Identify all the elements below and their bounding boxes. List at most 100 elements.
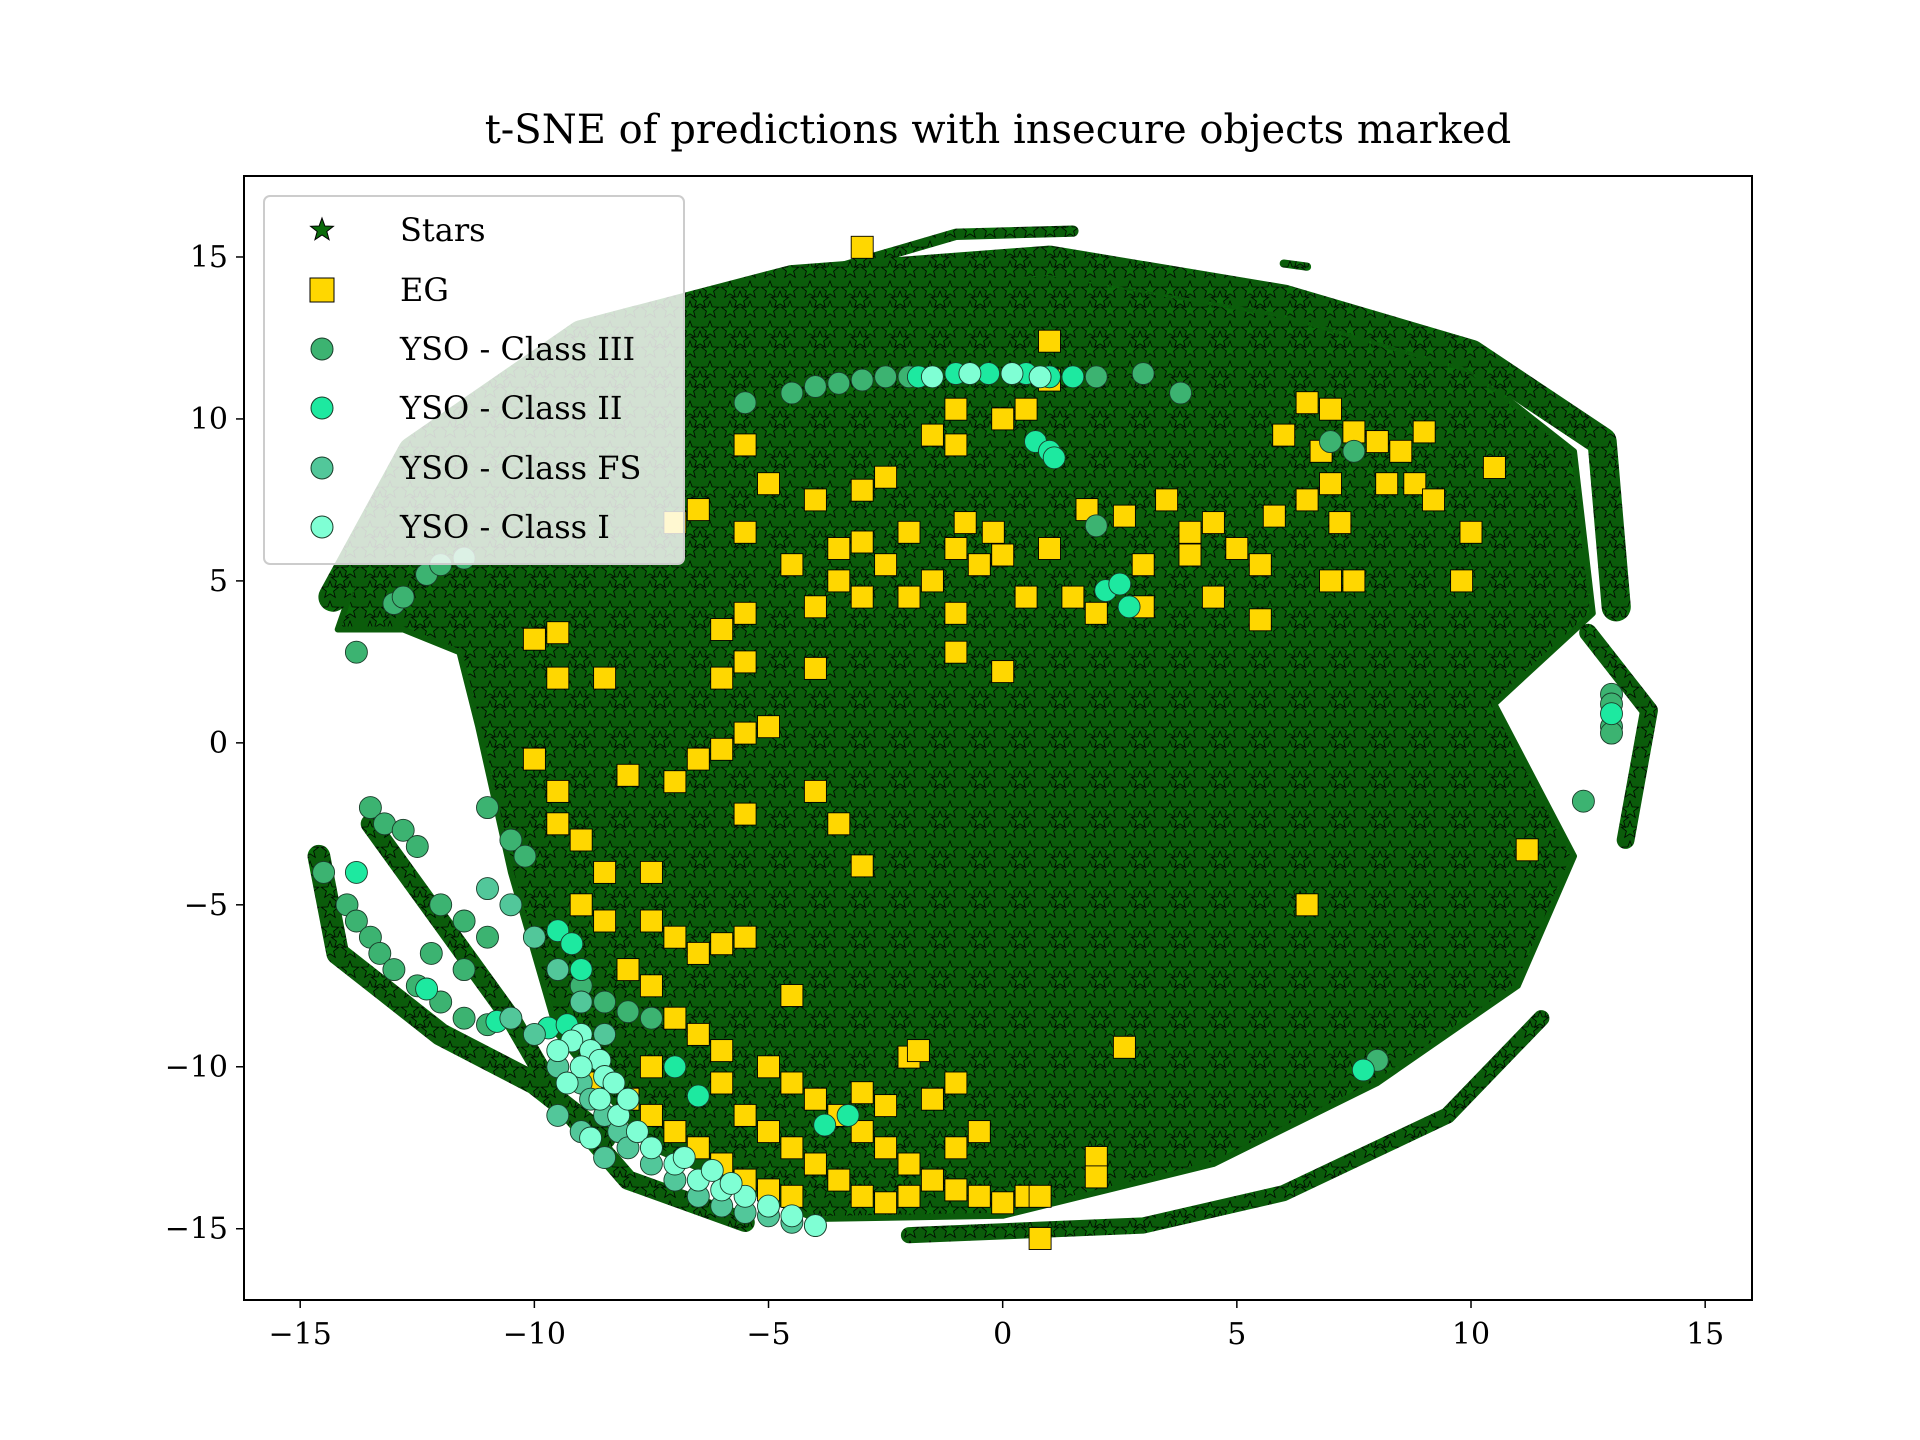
eg-point <box>1450 569 1474 593</box>
eg-point <box>733 802 757 826</box>
yso-class-ii-point <box>836 1103 860 1127</box>
legend-label: Stars <box>400 211 486 249</box>
legend-box <box>263 195 685 565</box>
eg-point <box>1084 601 1108 625</box>
eg-point <box>967 553 991 577</box>
eg-point <box>593 860 617 884</box>
eg-point <box>1295 391 1319 415</box>
eg-point <box>1014 585 1038 609</box>
x-tick-label: −5 <box>746 1317 790 1352</box>
eg-point <box>1422 488 1445 512</box>
yso-class-iii-point <box>1131 362 1155 386</box>
eg-point <box>803 1087 827 1111</box>
eg-point <box>920 423 944 447</box>
yso-class-i-point <box>616 1087 640 1111</box>
yso-class-iii-point <box>639 1006 663 1030</box>
eg-point <box>920 1087 944 1111</box>
eg-point <box>1319 472 1342 496</box>
eg-point <box>850 1081 874 1105</box>
eg-point <box>639 909 663 933</box>
yso-class-ii-point <box>415 977 439 1001</box>
yso-class-iii-point <box>874 365 898 389</box>
yso-class-fs-point <box>593 1146 617 1169</box>
eg-point <box>874 1094 898 1118</box>
eg-point <box>686 941 710 965</box>
eg-point <box>953 511 977 535</box>
yso-class-i-point <box>672 1146 696 1169</box>
legend-label: EG <box>400 271 449 309</box>
eg-point <box>1295 893 1319 917</box>
stars-band <box>900 1010 1550 1244</box>
eg-point <box>906 1039 930 1063</box>
yso-class-ii-point <box>813 1113 837 1137</box>
eg-point <box>1014 397 1038 421</box>
eg-point <box>827 1168 851 1192</box>
eg-point <box>1248 608 1272 632</box>
eg-point <box>733 1103 757 1127</box>
legend-label: YSO - Class FS <box>399 449 641 487</box>
eg-point <box>639 1055 663 1079</box>
yso-class-iii-point <box>452 909 476 933</box>
yso-class-iii-point <box>1169 381 1193 405</box>
yso-class-iii-point <box>405 835 429 858</box>
eg-point <box>850 235 874 259</box>
yso-class-iii-point <box>391 818 415 842</box>
eg-point <box>944 537 968 560</box>
x-tick-label: 10 <box>1452 1317 1490 1352</box>
eg-point <box>733 925 757 949</box>
eg-point <box>710 618 734 641</box>
yso-class-fs-point <box>522 925 546 949</box>
eg-point <box>1112 504 1136 528</box>
legend-marker <box>310 515 334 539</box>
eg-point <box>593 909 617 933</box>
yso-class-i-point <box>569 1055 593 1079</box>
yso-class-iii-point <box>1319 430 1342 454</box>
eg-point <box>1272 423 1296 447</box>
eg-point <box>780 1136 804 1160</box>
yso-class-ii-point <box>663 1055 687 1079</box>
yso-class-iii-point <box>419 941 443 965</box>
eg-point <box>1389 439 1413 463</box>
eg-point <box>1028 1227 1052 1250</box>
eg-point <box>1515 838 1539 862</box>
yso-class-fs-point <box>546 1103 570 1127</box>
yso-class-i-point <box>780 1204 804 1228</box>
x-tick-label: 5 <box>1227 1317 1246 1352</box>
yso-class-i-point <box>757 1194 780 1218</box>
legend-marker <box>310 456 334 480</box>
eg-point <box>874 1136 898 1160</box>
eg-point <box>897 585 921 609</box>
x-tick-label: 15 <box>1686 1317 1724 1352</box>
y-tick-label: −15 <box>165 1212 228 1247</box>
eg-point <box>593 666 617 690</box>
yso-class-i-point <box>803 1214 827 1237</box>
eg-point <box>1225 537 1249 560</box>
eg-point <box>522 747 546 771</box>
eg-point <box>1342 420 1366 444</box>
eg-point <box>1112 1035 1136 1059</box>
yso-class-iii-point <box>499 828 523 852</box>
yso-class-iii-point <box>1084 514 1108 538</box>
eg-point <box>944 1071 968 1095</box>
eg-point <box>1084 1165 1108 1189</box>
legend-marker <box>309 277 335 303</box>
eg-point <box>1328 511 1352 535</box>
legend: Stars EG YSO - Class III YSO - Class II YSO … <box>263 195 685 565</box>
yso-class-fs-point <box>499 893 523 917</box>
eg-point <box>546 666 570 690</box>
yso-class-ii-point <box>344 860 368 884</box>
eg-point <box>733 650 757 674</box>
yso-class-ii-point <box>1117 595 1141 619</box>
yso-class-ii-point <box>686 1084 710 1108</box>
yso-class-iii-point <box>382 958 406 982</box>
yso-class-iii-point <box>850 368 874 392</box>
yso-class-iii-point <box>733 391 757 415</box>
eg-point <box>1403 472 1427 496</box>
eg-point <box>991 407 1015 431</box>
yso-class-i-point <box>1028 365 1052 389</box>
legend-marker <box>309 216 335 241</box>
eg-point <box>780 1184 804 1208</box>
yso-class-fs-point <box>593 1022 617 1046</box>
eg-point <box>981 520 1005 544</box>
